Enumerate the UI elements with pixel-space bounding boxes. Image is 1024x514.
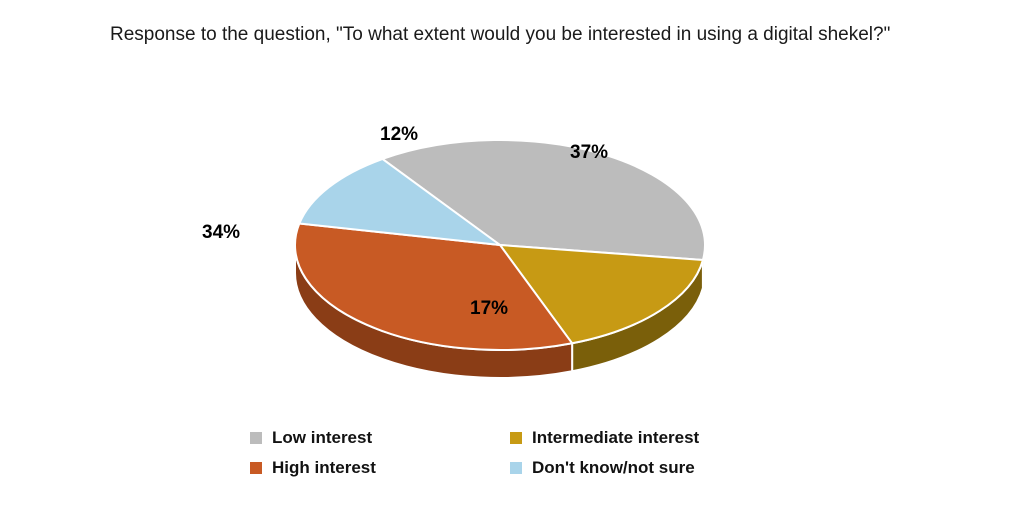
legend-item-low: Low interest <box>250 428 510 448</box>
legend-swatch-icon <box>510 462 522 474</box>
legend-item-intermediate: Intermediate interest <box>510 428 770 448</box>
legend-label: Don't know/not sure <box>532 458 695 478</box>
slice-label-not-sure: 12% <box>380 124 418 146</box>
legend-swatch-icon <box>250 432 262 444</box>
slice-label-high: 34% <box>202 222 240 244</box>
slice-label-intermediate: 17% <box>470 298 508 320</box>
legend-label: High interest <box>272 458 376 478</box>
chart-title: Response to the question, "To what exten… <box>110 24 890 46</box>
legend-item-high: High interest <box>250 458 510 478</box>
legend-label: Low interest <box>272 428 372 448</box>
chart-legend: Low interest Intermediate interest High … <box>250 428 810 488</box>
pie-chart <box>200 110 800 410</box>
slice-label-low: 37% <box>570 142 608 164</box>
legend-item-not-sure: Don't know/not sure <box>510 458 770 478</box>
legend-label: Intermediate interest <box>532 428 699 448</box>
legend-swatch-icon <box>510 432 522 444</box>
legend-swatch-icon <box>250 462 262 474</box>
